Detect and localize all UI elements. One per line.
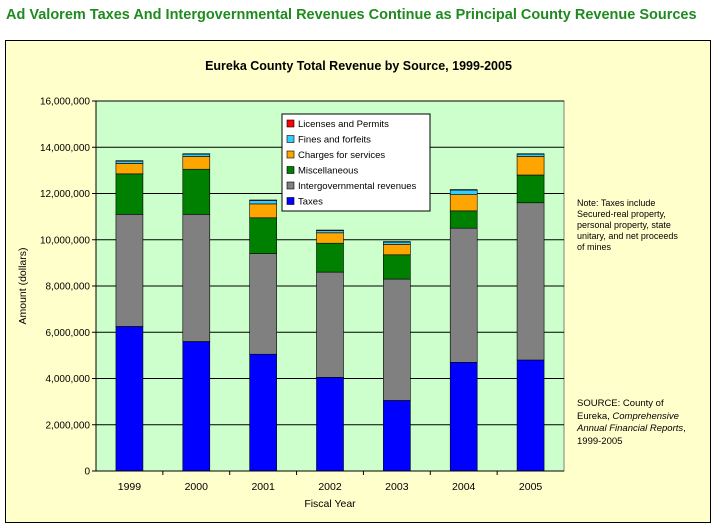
x-axis-label: Fiscal Year xyxy=(304,498,356,510)
source-publication: Comprehensive Annual Financial Reports xyxy=(577,410,684,435)
y-axis-ticks: 0 2,000,000 4,000,000 6,000,000 8,000,000 10,… xyxy=(40,97,96,478)
taxes-note: Note: Taxes include Secured-real propert… xyxy=(577,198,678,252)
legend-label: Charges for services xyxy=(298,150,385,161)
bar-segment xyxy=(182,153,211,155)
bar-segment xyxy=(383,254,411,280)
bar-segment xyxy=(115,326,144,472)
bar-segment xyxy=(316,230,344,234)
bar-segment xyxy=(249,217,277,254)
x-tick-label: 2001 xyxy=(251,481,275,493)
y-tick-label: 0 xyxy=(84,467,90,478)
bar-segment xyxy=(449,362,478,472)
bar-segment xyxy=(316,377,344,472)
y-tick-label: 14,000,000 xyxy=(40,143,90,154)
chart-title: Eureka County Total Revenue by Source, 1… xyxy=(205,59,512,73)
y-tick-label: 12,000,000 xyxy=(40,189,90,200)
bar-segment xyxy=(249,200,277,205)
bar-segment xyxy=(449,210,478,229)
x-tick-label: 2004 xyxy=(452,481,476,493)
y-tick-label: 16,000,000 xyxy=(40,97,90,108)
bar-segment xyxy=(316,271,344,378)
bar-segment xyxy=(182,214,211,342)
bar-segment xyxy=(316,229,344,231)
source-suffix: , 1999-2005 xyxy=(577,423,686,447)
y-axis-label: Amount (dollars) xyxy=(17,247,29,324)
legend-label: Fines and forfeits xyxy=(298,135,371,146)
legend-label: Taxes xyxy=(298,197,323,208)
legend-swatch xyxy=(286,166,295,174)
bar-segment xyxy=(449,227,478,363)
bar-segment xyxy=(182,168,211,215)
bar-segment xyxy=(115,214,144,327)
legend-swatch xyxy=(286,197,295,205)
bar-segment xyxy=(249,253,277,355)
bar-segment xyxy=(249,199,277,201)
source-prefix: SOURCE: County of Eureka, xyxy=(577,398,664,422)
y-tick-label: 10,000,000 xyxy=(40,235,90,246)
legend-box xyxy=(281,113,431,212)
bar-segment xyxy=(115,160,144,164)
x-tick-label: 2002 xyxy=(318,481,342,493)
bar-segment xyxy=(383,241,411,245)
y-tick-label: 2,000,000 xyxy=(46,420,91,431)
page-headline: Ad Valorem Taxes And Intergovernmental R… xyxy=(6,7,697,23)
y-tick-label: 8,000,000 xyxy=(46,282,91,293)
y-tick-label: 6,000,000 xyxy=(46,328,91,339)
bar-segment xyxy=(383,244,411,256)
x-axis-ticks: 1999 2000 2001 2002 2003 2004 2005 xyxy=(118,471,543,493)
bar-segment xyxy=(383,241,411,243)
bar-segment xyxy=(449,189,478,191)
bar-stacks xyxy=(115,153,545,472)
legend-swatch xyxy=(286,119,295,128)
x-tick-label: 2000 xyxy=(185,481,209,493)
bar-segment xyxy=(182,153,211,157)
x-tick-label: 1999 xyxy=(118,481,142,493)
bar-segment xyxy=(516,202,545,361)
bar-segment xyxy=(115,163,144,175)
source-citation: SOURCE: County of Eureka, Comprehensive … xyxy=(577,398,687,448)
bar-segment xyxy=(182,341,211,472)
legend-swatch xyxy=(286,150,295,159)
bar-segment xyxy=(516,156,545,176)
bar-segment xyxy=(316,232,344,244)
bar-segment xyxy=(383,400,411,472)
bar-segment xyxy=(115,173,144,215)
legend-label: Miscellaneous xyxy=(298,166,358,177)
chart-legend: Licenses and Permits Fines and forfeits Ch… xyxy=(281,113,431,212)
y-tick-label: 4,000,000 xyxy=(46,374,91,385)
bar-segment xyxy=(516,174,545,204)
x-tick-label: 2003 xyxy=(385,481,409,493)
bar-segment xyxy=(383,278,411,401)
legend-swatch xyxy=(286,181,295,190)
x-tick-label: 2005 xyxy=(519,481,543,493)
legend-swatch xyxy=(286,135,295,143)
bar-segment xyxy=(249,203,277,219)
legend-label: Intergovernmental revenues xyxy=(298,181,417,192)
legend-label: Licenses and Permits xyxy=(298,119,389,130)
bar-segment xyxy=(516,153,545,155)
bar-segment xyxy=(115,160,144,162)
bar-segment xyxy=(516,153,545,157)
bar-segment xyxy=(449,189,478,195)
bar-segment xyxy=(449,194,478,212)
bar-segment xyxy=(182,156,211,170)
bar-segment xyxy=(316,242,344,273)
bar-segment xyxy=(516,359,545,472)
bar-segment xyxy=(249,353,277,472)
